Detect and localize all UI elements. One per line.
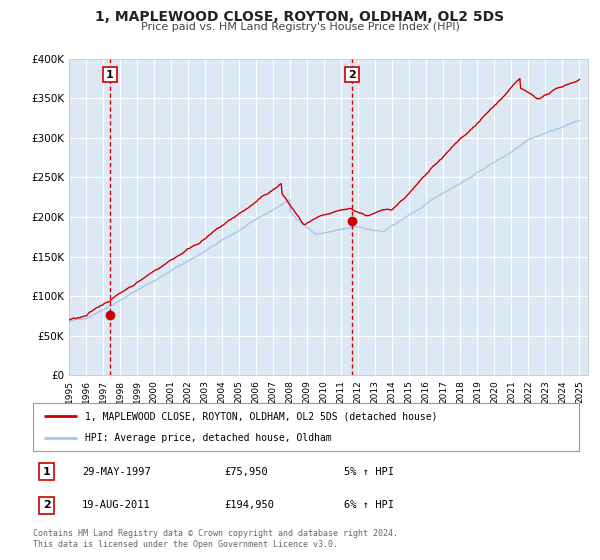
- Text: £194,950: £194,950: [224, 501, 274, 510]
- Text: 2: 2: [348, 69, 356, 80]
- Text: 5% ↑ HPI: 5% ↑ HPI: [344, 467, 394, 477]
- Text: 6% ↑ HPI: 6% ↑ HPI: [344, 501, 394, 510]
- Text: 1: 1: [43, 467, 50, 477]
- Text: 1, MAPLEWOOD CLOSE, ROYTON, OLDHAM, OL2 5DS: 1, MAPLEWOOD CLOSE, ROYTON, OLDHAM, OL2 …: [95, 10, 505, 24]
- Text: 1, MAPLEWOOD CLOSE, ROYTON, OLDHAM, OL2 5DS (detached house): 1, MAPLEWOOD CLOSE, ROYTON, OLDHAM, OL2 …: [85, 411, 437, 421]
- Text: HPI: Average price, detached house, Oldham: HPI: Average price, detached house, Oldh…: [85, 433, 332, 443]
- Text: 1: 1: [106, 69, 114, 80]
- Text: Price paid vs. HM Land Registry's House Price Index (HPI): Price paid vs. HM Land Registry's House …: [140, 22, 460, 32]
- FancyBboxPatch shape: [33, 403, 579, 451]
- Text: 19-AUG-2011: 19-AUG-2011: [82, 501, 151, 510]
- Text: 2: 2: [43, 501, 50, 510]
- Text: £75,950: £75,950: [224, 467, 268, 477]
- Text: 29-MAY-1997: 29-MAY-1997: [82, 467, 151, 477]
- Text: Contains HM Land Registry data © Crown copyright and database right 2024.
This d: Contains HM Land Registry data © Crown c…: [33, 529, 398, 549]
